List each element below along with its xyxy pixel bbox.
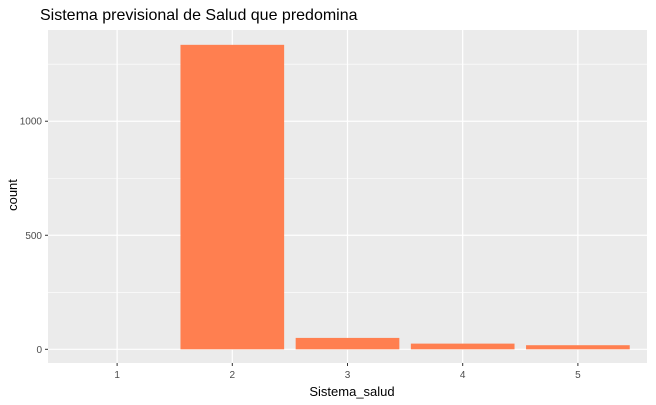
bar-2 bbox=[180, 44, 285, 350]
x-tick-label: 3 bbox=[345, 370, 351, 381]
x-tick-label: 5 bbox=[575, 370, 581, 381]
bar-5 bbox=[526, 345, 630, 350]
bar-3 bbox=[295, 337, 400, 350]
x-tick-label: 2 bbox=[230, 370, 236, 381]
x-axis-title: Sistema_salud bbox=[309, 384, 394, 399]
chart-title: Sistema previsional de Salud que predomi… bbox=[40, 7, 358, 24]
y-tick-label: 0 bbox=[36, 345, 42, 356]
x-axis: 1 2 3 4 5 bbox=[114, 363, 581, 381]
y-tick-label: 1000 bbox=[20, 117, 43, 128]
y-axis-title: count bbox=[5, 179, 20, 211]
bars bbox=[180, 44, 630, 350]
y-axis: 0 500 1000 bbox=[20, 117, 48, 356]
x-tick-label: 4 bbox=[460, 370, 466, 381]
bar-4 bbox=[410, 343, 515, 350]
x-tick-label: 1 bbox=[114, 370, 120, 381]
y-tick-label: 500 bbox=[25, 231, 42, 242]
